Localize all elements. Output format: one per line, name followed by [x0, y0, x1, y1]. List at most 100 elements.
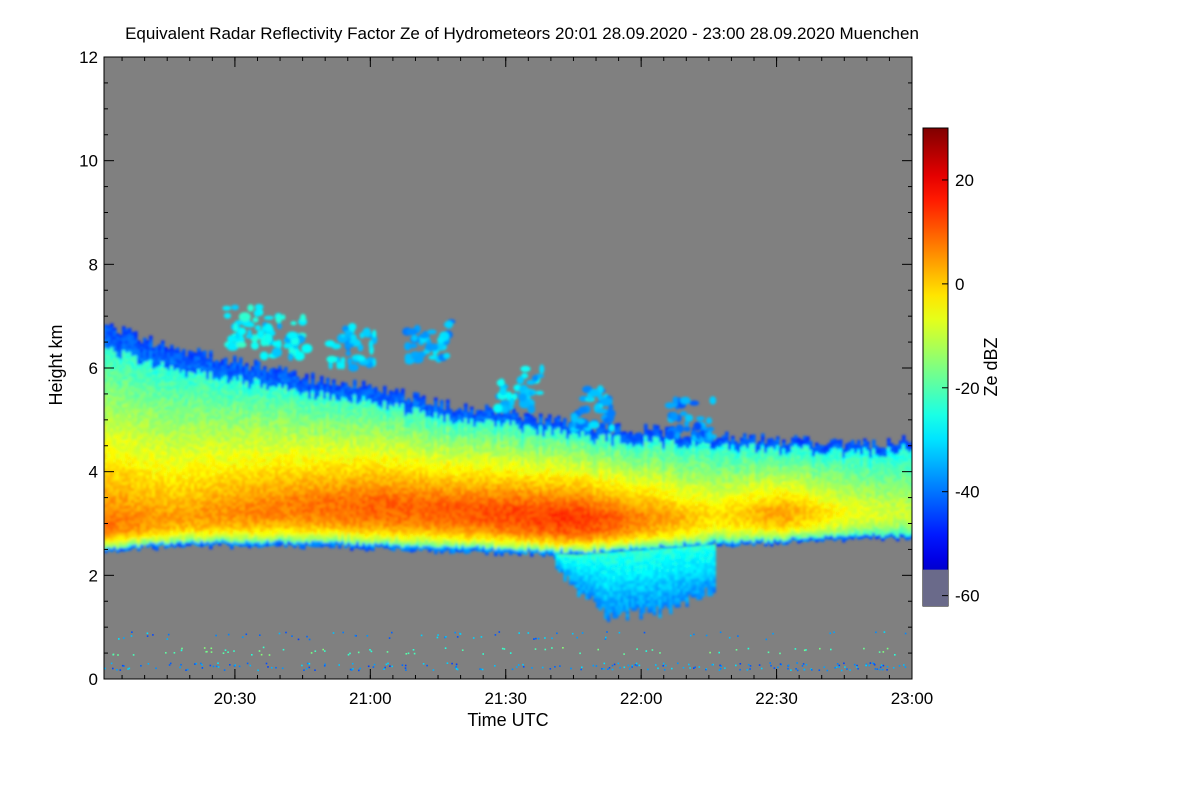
heatmap-cell	[104, 522, 108, 527]
heatmap-cell	[152, 539, 156, 544]
heatmap-cell	[110, 392, 114, 396]
heatmap-cell	[110, 341, 114, 345]
heatmap-cell	[173, 532, 177, 536]
heatmap-cell	[140, 520, 144, 524]
heatmap-cell	[122, 332, 126, 336]
heatmap-cell	[182, 505, 186, 509]
heatmap-cell	[179, 399, 183, 404]
heatmap-cell	[203, 503, 207, 508]
heatmap-cell	[167, 385, 171, 389]
heatmap-cell	[185, 410, 189, 414]
heatmap-cell	[197, 501, 201, 505]
heatmap-cell	[164, 359, 168, 363]
heatmap-cell	[155, 490, 159, 494]
heatmap-cell	[233, 469, 237, 474]
heatmap-cell	[128, 448, 132, 452]
heatmap-cell	[209, 467, 213, 472]
heatmap-cell	[131, 536, 135, 540]
heatmap-cell	[209, 542, 213, 547]
heatmap-cell	[176, 413, 180, 417]
heatmap-cell	[194, 442, 198, 447]
heatmap-cell	[128, 478, 132, 482]
heatmap-cell	[152, 512, 156, 517]
heatmap-cell	[140, 433, 144, 437]
heatmap-cell	[116, 519, 120, 523]
heatmap-cell	[128, 346, 132, 350]
heatmap-cell	[221, 419, 225, 423]
heatmap-cell	[179, 432, 183, 437]
heatmap-cell	[119, 490, 123, 495]
heatmap-cell	[128, 469, 132, 473]
heatmap-cell	[161, 373, 165, 378]
heatmap-cell	[149, 518, 153, 523]
heatmap-cell	[164, 410, 168, 414]
heatmap-cell	[218, 524, 222, 528]
heatmap-cell	[236, 407, 240, 411]
heatmap-cell	[143, 451, 147, 456]
heatmap-cell	[221, 494, 225, 498]
heatmap-cell	[164, 536, 168, 540]
heatmap-cell	[152, 485, 156, 490]
heatmap-cell	[182, 514, 186, 518]
heatmap-cell	[113, 375, 117, 380]
heatmap-cell	[209, 530, 213, 535]
heatmap-cell	[224, 387, 228, 392]
heatmap-cell	[140, 541, 144, 545]
heatmap-cell	[185, 521, 189, 525]
heatmap-cell	[212, 439, 216, 444]
heatmap-cell	[131, 530, 135, 534]
heatmap-cell	[152, 527, 156, 532]
heatmap-cell	[215, 531, 219, 535]
heatmap-cell	[227, 374, 231, 378]
heatmap-cell	[209, 365, 213, 370]
heatmap-cell	[221, 506, 225, 510]
heatmap-cell	[233, 412, 237, 417]
heatmap-cell	[203, 380, 207, 385]
heatmap-cell	[215, 363, 219, 367]
heatmap-cell	[188, 449, 192, 454]
heatmap-cell	[233, 376, 237, 381]
heatmap-cell	[146, 358, 150, 362]
heatmap-cell	[212, 463, 216, 468]
heatmap-cell	[176, 467, 180, 471]
heatmap-cell	[155, 529, 159, 533]
heatmap-cell	[125, 496, 129, 501]
heatmap-cell	[113, 537, 117, 542]
heatmap-cell	[191, 501, 195, 506]
heatmap-cell	[164, 512, 168, 516]
heatmap-cell	[185, 485, 189, 489]
heatmap-cell	[206, 496, 210, 501]
heatmap-cell	[206, 427, 210, 432]
heatmap-cell	[134, 514, 138, 518]
heatmap-cell	[113, 462, 117, 467]
heatmap-cell	[215, 426, 219, 430]
heatmap-cell	[164, 413, 168, 417]
heatmap-cell	[116, 387, 120, 391]
heatmap-cell	[197, 507, 201, 511]
heatmap-cell	[170, 380, 174, 385]
heatmap-cell	[119, 358, 123, 363]
heatmap-cell	[212, 541, 216, 546]
heatmap-cell	[182, 409, 186, 413]
heatmap-cell	[152, 530, 156, 535]
heatmap-cell	[140, 538, 144, 542]
heatmap-cell	[176, 476, 180, 480]
heatmap-cell	[122, 512, 126, 516]
heatmap-cell	[107, 460, 111, 464]
heatmap-cell	[212, 361, 216, 366]
heatmap-cell	[197, 504, 201, 508]
heatmap-cell	[152, 392, 156, 397]
heatmap-cell	[203, 392, 207, 397]
heatmap-cell	[230, 401, 234, 406]
heatmap-cell	[188, 443, 192, 448]
heatmap-cell	[119, 475, 123, 480]
heatmap-cell	[113, 501, 117, 506]
heatmap-cell	[227, 485, 231, 489]
heatmap-cell	[191, 504, 195, 509]
heatmap-cell	[200, 381, 204, 386]
heatmap-cell	[173, 502, 177, 506]
heatmap-cell	[230, 536, 234, 541]
heatmap-cell	[176, 455, 180, 459]
heatmap-cell	[128, 484, 132, 488]
heatmap-cell	[134, 466, 138, 470]
